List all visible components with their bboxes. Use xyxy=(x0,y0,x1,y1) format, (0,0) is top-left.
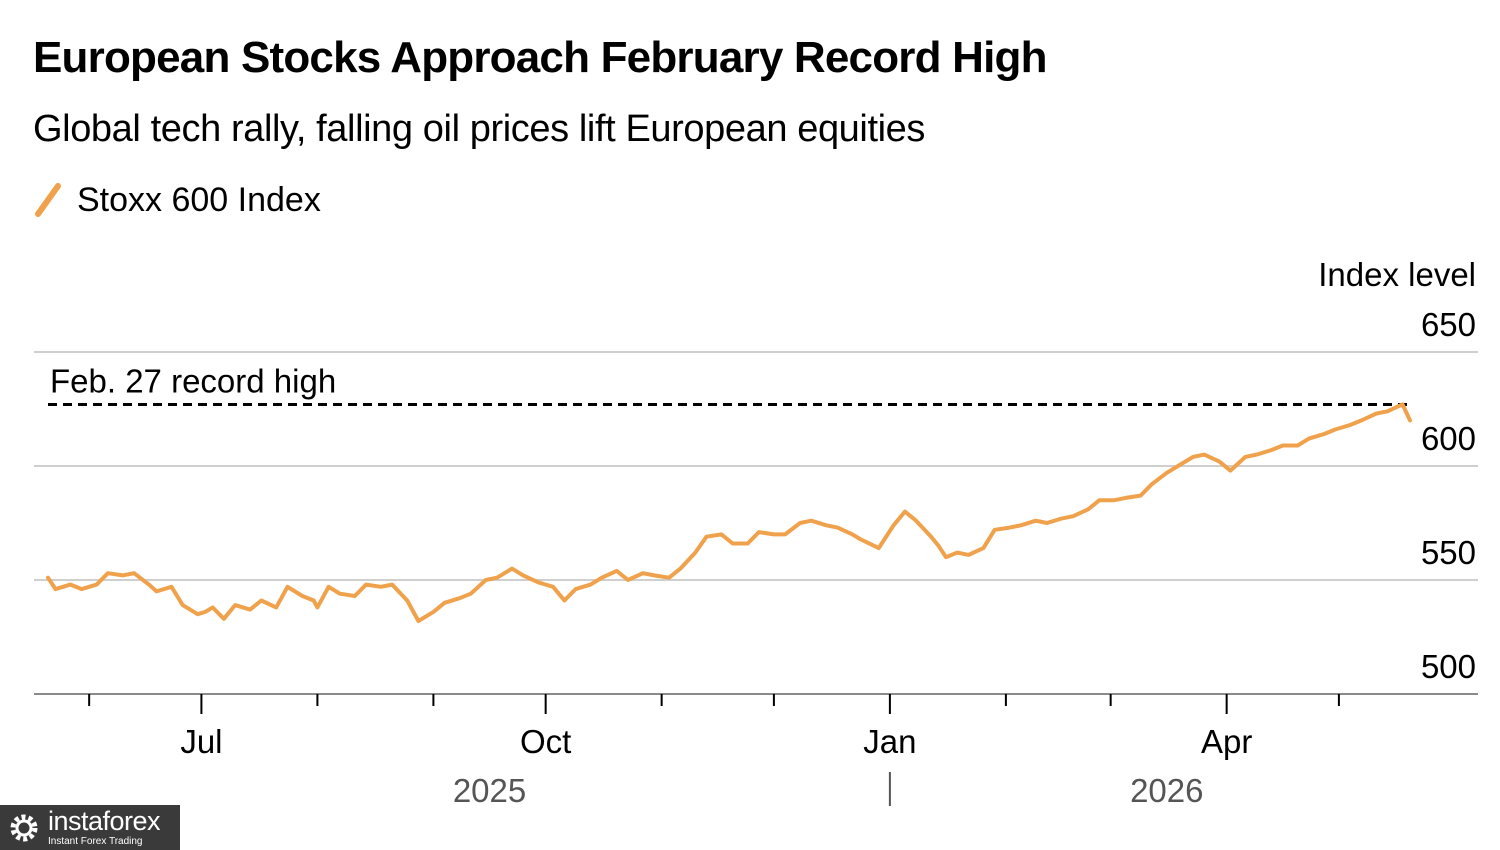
gear-logo-icon xyxy=(10,814,38,841)
year-label-2026: 2026 xyxy=(1130,772,1203,809)
record-high-label: Feb. 27 record high xyxy=(50,362,336,399)
x-tick-label-Jan: Jan xyxy=(863,723,916,760)
series-line-0 xyxy=(46,402,1412,623)
x-tick-label-Apr: Apr xyxy=(1201,723,1252,760)
y-tick-label-550: 550 xyxy=(1421,534,1476,571)
legend-swatch xyxy=(35,183,61,217)
watermark: instaforex Instant Forex Trading xyxy=(0,805,180,850)
y-axis-title: Index level xyxy=(1318,256,1476,293)
y-tick-label-600: 600 xyxy=(1421,420,1476,457)
chart-subtitle: Global tech rally, falling oil prices li… xyxy=(33,108,925,150)
watermark-brand: instaforex xyxy=(48,806,161,836)
legend-label: Stoxx 600 Index xyxy=(77,180,321,219)
x-tick-label-Oct: Oct xyxy=(520,723,571,760)
x-tick-label-Jul: Jul xyxy=(180,723,222,760)
y-tick-label-500: 500 xyxy=(1421,648,1476,685)
y-tick-label-650: 650 xyxy=(1421,306,1476,343)
year-label-2025: 2025 xyxy=(453,772,526,809)
chart-title: European Stocks Approach February Record… xyxy=(33,33,1047,82)
watermark-tagline: Instant Forex Trading xyxy=(48,836,143,847)
legend: Stoxx 600 Index xyxy=(33,180,321,220)
